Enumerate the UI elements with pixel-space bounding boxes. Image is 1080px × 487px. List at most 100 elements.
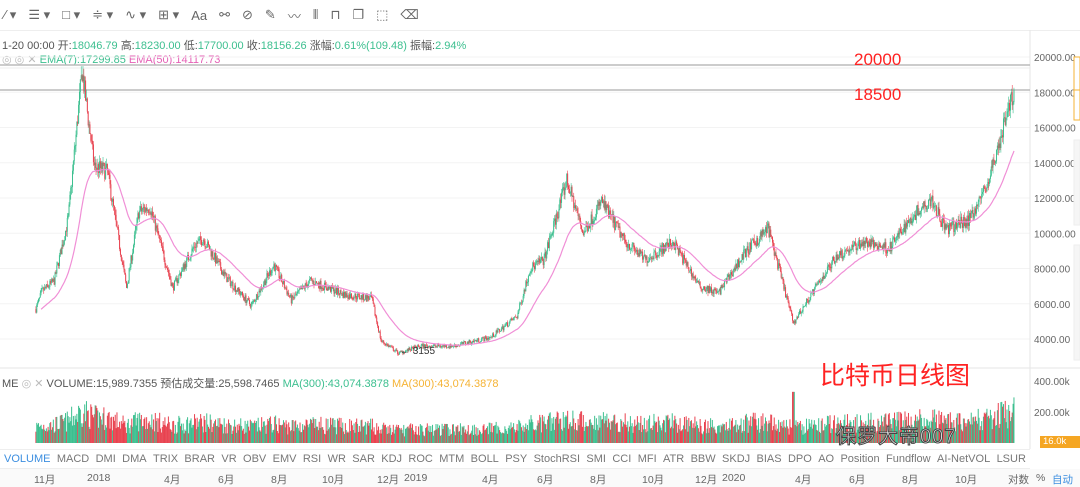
candle-body <box>671 244 673 247</box>
tab-smi[interactable]: SMI <box>586 453 606 465</box>
candle-body <box>750 242 752 250</box>
candle-body <box>715 290 717 292</box>
volume-bar <box>182 423 184 443</box>
tab-kdj[interactable]: KDJ <box>381 453 403 465</box>
volume-bar <box>748 420 750 443</box>
volume-bar <box>479 430 481 443</box>
candle-body <box>602 197 604 204</box>
candle-body <box>328 286 330 289</box>
tab-mtm[interactable]: MTM <box>439 453 465 465</box>
copy-icon[interactable]: ❐ <box>352 7 365 22</box>
volume-bar <box>183 433 185 443</box>
tab-obv[interactable]: OBV <box>243 453 267 465</box>
trend-line-icon[interactable]: ⁄ ▾ <box>4 7 17 22</box>
candle-body <box>349 294 351 299</box>
text-Aa-icon[interactable]: Aa <box>191 7 208 23</box>
screenshot-icon[interactable]: ⬚ <box>376 7 389 22</box>
tab-skdj[interactable]: SKDJ <box>722 453 751 465</box>
volume-bar <box>259 430 261 443</box>
measure-icon[interactable]: ⊞ ▾ <box>158 7 180 22</box>
candle-body <box>91 140 93 142</box>
volume-bar <box>711 419 713 443</box>
candle-body <box>188 259 190 261</box>
tab-bias[interactable]: BIAS <box>756 453 782 465</box>
settings-icon[interactable]: ◎ <box>21 378 32 390</box>
tab-psy[interactable]: PSY <box>505 453 528 465</box>
tab-dma[interactable]: DMA <box>122 453 147 465</box>
tab-macd[interactable]: MACD <box>56 453 90 465</box>
tab-brar[interactable]: BRAR <box>184 453 215 465</box>
tab-rsi[interactable]: RSI <box>302 453 322 465</box>
volume-bar <box>151 414 153 443</box>
ruler-icon[interactable]: ✎ <box>264 7 276 22</box>
volume-bar <box>158 418 160 443</box>
volume-bar <box>184 429 186 443</box>
candle-body <box>846 249 848 251</box>
volume-bar <box>376 423 378 443</box>
volume-bar <box>799 420 801 443</box>
volume-bar <box>883 417 885 443</box>
link-icon[interactable]: ⊘ <box>242 7 253 22</box>
rectangle-icon[interactable]: □ ▾ <box>62 7 81 22</box>
candle-body <box>517 312 519 319</box>
delete-icon[interactable]: ⌫ <box>400 7 419 22</box>
volume-bar <box>177 421 179 443</box>
candle-body <box>992 159 994 168</box>
tab-mfi[interactable]: MFI <box>637 453 657 465</box>
volume-bar <box>869 419 871 443</box>
scale-option-0[interactable]: 对数 <box>1008 474 1029 486</box>
eye-icon[interactable]: ◎ <box>2 54 12 66</box>
scale-option-1[interactable]: % <box>1036 472 1046 484</box>
volume-bar <box>914 414 916 443</box>
tab-sar[interactable]: SAR <box>352 453 375 465</box>
settings-icon[interactable]: ◎ <box>14 54 25 66</box>
tab-cci[interactable]: CCI <box>612 453 632 465</box>
candle-body <box>630 248 632 250</box>
tab-roc[interactable]: ROC <box>408 453 433 465</box>
lock-icon[interactable]: ⊓ <box>330 7 341 22</box>
tab-dmi[interactable]: DMI <box>95 453 116 465</box>
volume-bar <box>994 411 996 443</box>
wave-icon[interactable]: ∿ ▾ <box>125 7 147 22</box>
close-icon[interactable]: ✕ <box>34 378 44 390</box>
volume-bar <box>663 419 665 443</box>
scale-option-2[interactable]: 自动 <box>1052 474 1073 486</box>
candle-body <box>103 163 105 164</box>
tab-vr[interactable]: VR <box>221 453 237 465</box>
tab-dpo[interactable]: DPO <box>787 453 812 465</box>
tab-lsur[interactable]: LSUR <box>996 453 1026 465</box>
tab-fundflow[interactable]: Fundflow <box>885 453 931 465</box>
magnet-icon[interactable]: ⚯ <box>219 7 231 22</box>
brush-icon[interactable]: 〰 <box>287 8 301 24</box>
volume-bar <box>894 419 896 443</box>
tab-ao[interactable]: AO <box>818 453 835 465</box>
volume-bar <box>226 423 228 443</box>
tab-emv[interactable]: EMV <box>272 453 297 465</box>
tab-position[interactable]: Position <box>840 453 880 465</box>
tab-bbw[interactable]: BBW <box>690 453 716 465</box>
tab-stochrsi[interactable]: StochRSI <box>533 453 581 465</box>
tab-volume[interactable]: VOLUME <box>4 453 51 465</box>
tab-ai-netvol[interactable]: AI-NetVOL <box>937 453 991 465</box>
volume-bar <box>264 425 266 443</box>
tab-boll[interactable]: BOLL <box>470 453 499 465</box>
tab-wr[interactable]: WR <box>327 453 346 465</box>
volume-bar <box>83 413 85 443</box>
candle-body <box>414 346 416 347</box>
parallel-icon[interactable]: ≑ ▾ <box>92 7 114 22</box>
volume-bar <box>715 432 717 443</box>
volume-bar <box>1013 397 1015 443</box>
volume-bar <box>805 418 807 443</box>
volume-bar <box>473 424 475 443</box>
volume-bar <box>510 422 512 443</box>
close-icon[interactable]: ✕ <box>27 54 37 66</box>
candle-body <box>640 249 642 253</box>
pattern-icon[interactable]: ⫴ <box>312 7 319 22</box>
candle-body <box>118 229 120 236</box>
volume-bar <box>319 427 321 443</box>
tab-trix[interactable]: TRIX <box>152 453 179 465</box>
fib-icon[interactable]: ☰ ▾ <box>28 7 51 22</box>
volume-bar <box>1010 417 1012 443</box>
tab-atr[interactable]: ATR <box>663 453 685 465</box>
